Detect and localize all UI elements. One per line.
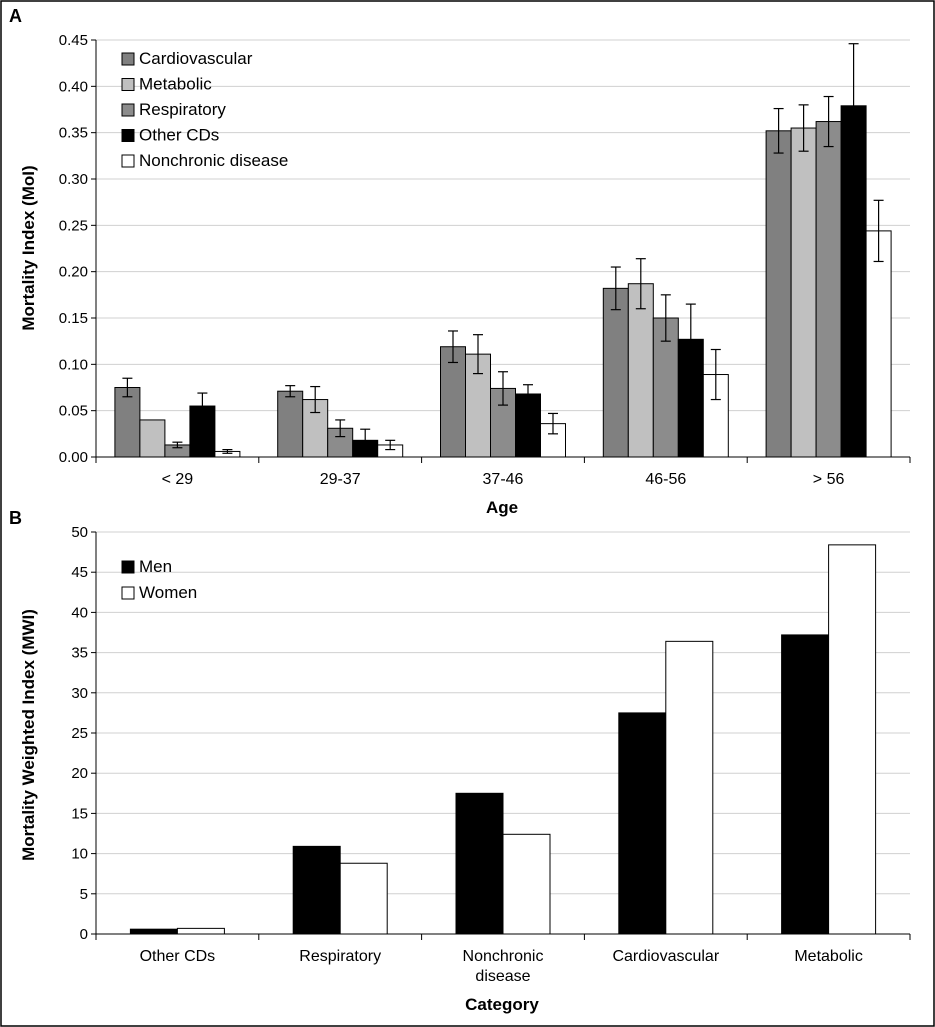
x-category-label-29-37: 29-37: [320, 471, 361, 488]
bar-metabolic-46-56: [627, 283, 654, 458]
y-tick-label: 0.35: [59, 125, 88, 142]
panel-b: B 0 5 10 15 20 25 30 35 40 45 50 Other CDs Respirat…: [9, 508, 911, 1014]
bar-cardiovascular-37-46: [440, 346, 466, 458]
x-category-label-other-cds: Other CDs: [140, 948, 216, 965]
y-tick-label: 0.20: [59, 264, 88, 281]
legend-label-metabolic: Metabolic: [139, 75, 212, 94]
panel-b-legend: Men Women: [121, 557, 197, 602]
bar-cardiovascular-46-56: [602, 287, 629, 458]
bar-women-metabolic: [828, 544, 877, 935]
y-tick-label: 45: [71, 564, 88, 581]
bar-cardiovascular-56: [765, 130, 792, 458]
legend-label-other-cds: Other CDs: [139, 126, 219, 145]
legend-swatch-cardiovascular: [121, 52, 135, 66]
y-tick-label: 25: [71, 725, 88, 742]
panel-a: A 0.000.050.100.150.200.250.300.350.400.…: [9, 6, 911, 517]
y-tick-label: 0.15: [59, 310, 88, 327]
legend-label-women: Women: [139, 583, 197, 602]
bar-metabolic-29: [139, 419, 166, 458]
x-category-label-nonchronic-disease-line-1: Nonchronic: [463, 948, 544, 965]
legend-label-cardiovascular: Cardiovascular: [139, 49, 253, 68]
panel-a-legend: Cardiovascular Metabolic Respiratory Other …: [121, 49, 288, 170]
y-tick-label: 0.05: [59, 403, 88, 420]
bar-cardiovascular-29-37: [277, 390, 304, 458]
bar-women-nonchronic-disease: [502, 833, 551, 935]
panel-b-y-title: Mortality Weighted Index (MWI): [19, 609, 38, 861]
bar-men-respiratory: [292, 845, 341, 935]
bar-nonchronic-disease-56: [865, 230, 892, 458]
bar-men-cardiovascular: [618, 712, 667, 935]
legend-swatch-other-cds: [121, 129, 135, 142]
bar-women-other-cds: [176, 927, 225, 935]
panel-a-x-categories: < 29 29-37 37-46 46-56 > 56: [95, 456, 911, 488]
legend-label-nonchronic-disease: Nonchronic disease: [139, 151, 288, 170]
bar-respiratory-56: [815, 121, 842, 458]
x-category-label-56: > 56: [813, 471, 845, 488]
panel-b-letter: B: [9, 508, 22, 528]
bar-men-other-cds: [129, 928, 178, 935]
y-tick-label: 10: [71, 846, 88, 863]
y-tick-label: 35: [71, 645, 88, 662]
panel-b-x-categories: Other CDs Respiratory Nonchronic disease Car…: [95, 933, 911, 985]
x-category-label-metabolic: Metabolic: [794, 948, 862, 965]
x-category-label-cardiovascular: Cardiovascular: [612, 948, 719, 965]
y-tick-label: 50: [71, 524, 88, 541]
y-tick-label: 30: [71, 685, 88, 702]
y-tick-label: 0.00: [59, 449, 88, 466]
legend-swatch-men: [121, 560, 135, 574]
bar-metabolic-56: [790, 127, 817, 458]
panel-a-y-ticks: 0.00 0.05 0.10 0.15 0.20 0.25 0.30 0.35 0.40 0.45: [59, 32, 97, 466]
y-tick-label: 5: [80, 886, 88, 903]
x-category-label-29: < 29: [162, 471, 194, 488]
x-category-label-37-46: 37-46: [483, 471, 524, 488]
legend-swatch-women: [121, 586, 135, 600]
legend-swatch-metabolic: [121, 78, 135, 91]
bar-women-cardiovascular: [665, 640, 714, 935]
y-tick-label: 0.45: [59, 32, 88, 49]
y-tick-label: 40: [71, 604, 88, 621]
bar-men-metabolic: [781, 634, 830, 935]
y-tick-label: 0.40: [59, 78, 88, 95]
y-tick-label: 0.10: [59, 356, 88, 373]
panel-a-letter: A: [9, 6, 22, 26]
panel-b-y-ticks: 0 5 10 15 20 25 30 35 40 45 50: [71, 524, 97, 943]
panel-b-bars: [129, 544, 877, 935]
panel-a-x-title: Age: [486, 498, 518, 517]
x-category-label-nonchronic-disease-line-2: disease: [475, 968, 530, 985]
y-tick-label: 20: [71, 765, 88, 782]
y-tick-label: 0: [80, 926, 88, 943]
y-tick-label: 0.25: [59, 217, 88, 234]
x-category-label-respiratory: Respiratory: [299, 948, 381, 965]
bar-men-nonchronic-disease: [455, 792, 504, 935]
x-category-label-46-56: 46-56: [645, 471, 686, 488]
y-tick-label: 0.30: [59, 171, 88, 188]
panel-b-x-title: Category: [465, 995, 539, 1014]
legend-label-men: Men: [139, 557, 172, 576]
y-tick-label: 15: [71, 805, 88, 822]
bar-women-respiratory: [339, 862, 388, 935]
panel-a-y-title: Mortality Index (MoI): [19, 165, 38, 330]
legend-swatch-nonchronic-disease: [121, 154, 135, 168]
legend-label-respiratory: Respiratory: [139, 100, 226, 119]
bar-cardiovascular-29: [114, 387, 141, 458]
legend-swatch-respiratory: [121, 103, 135, 117]
